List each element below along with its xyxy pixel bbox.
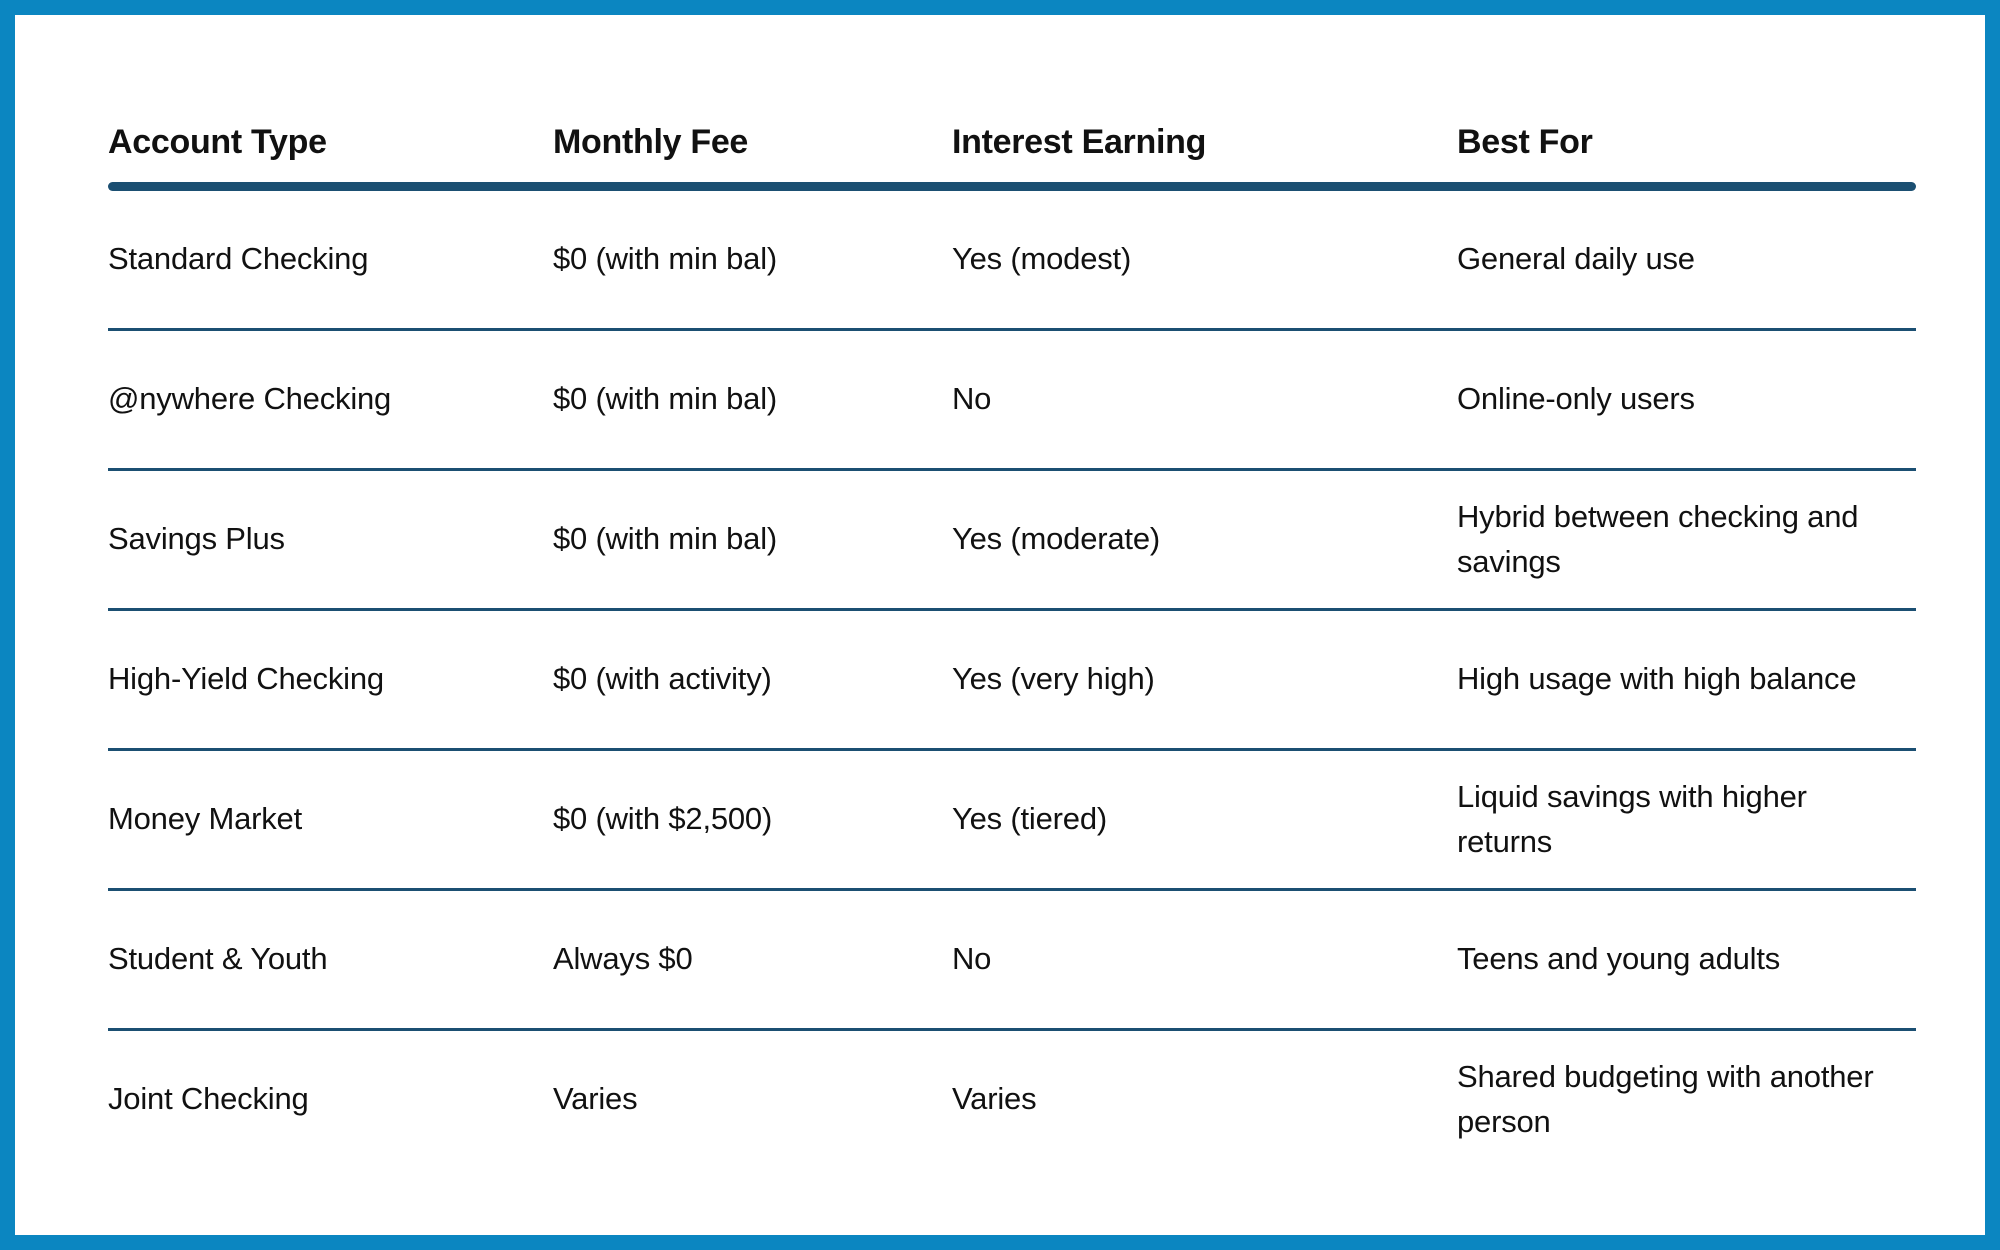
column-header-best-for: Best For [1457, 122, 1593, 161]
column-header-interest-earning: Interest Earning [952, 122, 1207, 161]
cell-interest-earning: Yes (very high) [952, 661, 1155, 697]
cell-best-for: Online-only users [1457, 381, 1695, 417]
cell-monthly-fee: Always $0 [553, 941, 693, 977]
cell-best-for: High usage with high balance [1457, 661, 1857, 697]
header-underline [108, 182, 1916, 191]
cell-monthly-fee: $0 (with activity) [553, 661, 772, 697]
cell-interest-earning: No [952, 381, 992, 417]
table-row: Money Market $0 (with $2,500) Yes (tiere… [108, 751, 1916, 891]
cell-account-type: Standard Checking [108, 241, 369, 277]
cell-monthly-fee: $0 (with min bal) [553, 241, 778, 277]
cell-account-type: Joint Checking [108, 1081, 309, 1117]
cell-interest-earning: Yes (tiered) [952, 801, 1107, 837]
cell-account-type: Savings Plus [108, 521, 285, 557]
cell-interest-earning: Yes (modest) [952, 241, 1132, 277]
cell-account-type: High-Yield Checking [108, 661, 384, 697]
table-row: Joint Checking Varies Varies Shared budg… [108, 1031, 1916, 1168]
cell-best-for: Teens and young adults [1457, 941, 1781, 977]
table-row: High-Yield Checking $0 (with activity) Y… [108, 611, 1916, 751]
cell-best-for: Liquid savings with higher returns [1457, 779, 1807, 859]
cell-interest-earning: Yes (moderate) [952, 521, 1160, 557]
table-header-row: Account Type Monthly Fee Interest Earnin… [108, 15, 1916, 182]
column-header-monthly-fee: Monthly Fee [553, 122, 749, 161]
table-row: Savings Plus $0 (with min bal) Yes (mode… [108, 471, 1916, 611]
cell-best-for: General daily use [1457, 241, 1695, 277]
table-row: @nywhere Checking $0 (with min bal) No O… [108, 331, 1916, 471]
cell-interest-earning: Varies [952, 1081, 1037, 1117]
account-comparison-table: Account Type Monthly Fee Interest Earnin… [15, 15, 1985, 1168]
cell-account-type: Student & Youth [108, 941, 328, 977]
cell-best-for: Shared budgeting with another person [1457, 1059, 1874, 1139]
table-row: Student & Youth Always $0 No Teens and y… [108, 891, 1916, 1031]
cell-account-type: @nywhere Checking [108, 381, 392, 417]
table-row: Standard Checking $0 (with min bal) Yes … [108, 191, 1916, 331]
column-header-account-type: Account Type [108, 122, 327, 161]
cell-interest-earning: No [952, 941, 992, 977]
cell-account-type: Money Market [108, 801, 302, 837]
cell-best-for: Hybrid between checking and savings [1457, 499, 1859, 579]
cell-monthly-fee: Varies [553, 1081, 638, 1117]
cell-monthly-fee: $0 (with min bal) [553, 521, 778, 557]
cell-monthly-fee: $0 (with $2,500) [553, 801, 773, 837]
cell-monthly-fee: $0 (with min bal) [553, 381, 778, 417]
